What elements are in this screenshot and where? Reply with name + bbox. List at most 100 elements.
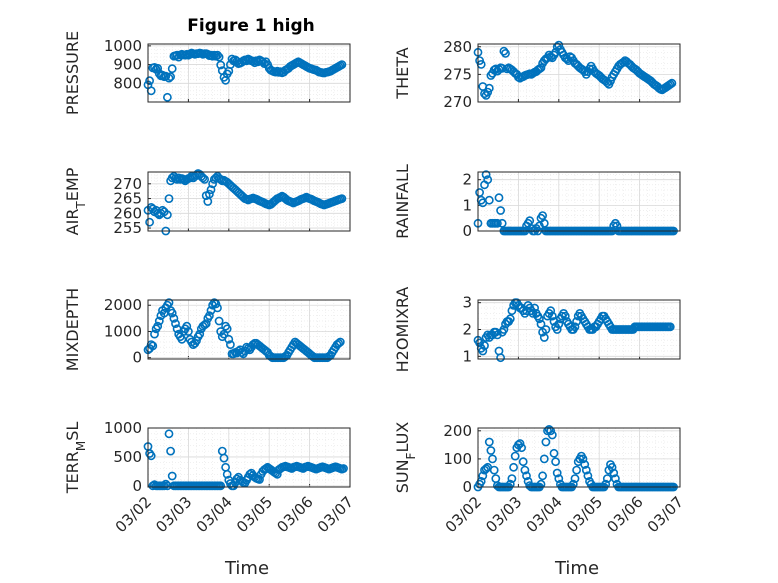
data-point	[552, 325, 562, 334]
x-tick-label: 03/05	[563, 493, 606, 536]
data-point	[222, 324, 232, 334]
data-point	[518, 457, 528, 467]
x-tick-label: 03/04	[523, 493, 566, 536]
y-tick-label: 0	[462, 222, 472, 240]
data-point	[568, 479, 578, 489]
subplot-8: 0 100 200 SUNFLUX 03/0203/0303/0403/0503/060…	[393, 422, 687, 579]
data-point	[334, 338, 344, 348]
axes-frame	[477, 171, 681, 232]
data-point	[538, 211, 547, 220]
xlabel: Time	[554, 558, 599, 579]
data-point	[224, 334, 234, 344]
data-point	[489, 465, 499, 475]
y-tick-label: 1000	[104, 419, 142, 437]
data-point	[204, 189, 214, 199]
data-point	[484, 437, 494, 447]
data-point	[520, 465, 530, 475]
data-point	[488, 454, 497, 464]
data-point	[337, 194, 347, 203]
data-point	[570, 474, 580, 483]
data-point	[171, 319, 180, 328]
data-point	[486, 446, 496, 455]
ylabel: PRESSURE	[63, 31, 82, 115]
data-point	[541, 325, 551, 334]
x-tick-label: 03/06	[273, 493, 316, 536]
data-point	[525, 216, 535, 226]
data-point	[510, 451, 520, 461]
data-point	[216, 60, 226, 70]
data-point	[499, 325, 509, 334]
data-point	[204, 311, 214, 321]
y-tick-label: 0	[132, 349, 142, 367]
data-point	[214, 52, 224, 62]
data-point	[522, 471, 531, 481]
data-point	[164, 73, 174, 83]
subplot-4: 0 1 2 RAINFALL	[393, 164, 681, 240]
data-point	[167, 471, 177, 481]
y-tick-label: 1000	[104, 322, 142, 340]
data-point	[182, 321, 192, 331]
ylabel: RAINFALL	[393, 164, 412, 239]
data-point	[337, 60, 347, 69]
axes-frame	[147, 299, 351, 360]
data-point	[581, 465, 591, 475]
x-tick-label: 03/07	[644, 493, 687, 536]
y-tick-label: 1	[462, 196, 472, 214]
data-point	[483, 175, 493, 185]
subplot-6: 1 2 3 H2OMIXRA	[393, 287, 681, 372]
y-tick-label: 2	[462, 321, 472, 339]
y-tick-label: 260	[113, 204, 142, 222]
data-point	[216, 481, 226, 491]
data-point	[169, 313, 179, 323]
y-tick-label: 800	[113, 74, 142, 92]
y-tick-label: 1	[462, 347, 472, 365]
data-point	[536, 319, 546, 329]
data-point	[539, 454, 549, 464]
data-point	[547, 430, 557, 440]
data-point	[539, 218, 549, 228]
data-point	[505, 314, 515, 324]
data-point	[478, 346, 488, 356]
y-tick-label: 0	[132, 477, 142, 495]
data-point	[552, 468, 562, 478]
data-point	[601, 479, 611, 489]
data-point	[164, 194, 174, 203]
data-point	[158, 205, 167, 215]
data-point	[535, 314, 544, 324]
data-point	[480, 341, 489, 350]
data-point	[213, 50, 222, 60]
data-point	[607, 462, 617, 472]
data-point	[150, 329, 159, 339]
data-point	[515, 439, 525, 448]
data-point	[517, 443, 526, 453]
data-point	[166, 72, 175, 82]
data-point	[219, 453, 229, 463]
data-point	[572, 465, 581, 475]
data-point	[206, 185, 216, 195]
x-tick-label: 03/03	[152, 493, 195, 536]
data-point	[547, 311, 557, 321]
data-point	[611, 474, 620, 483]
data-point	[154, 316, 164, 326]
data-point	[481, 170, 491, 179]
data-point	[225, 340, 235, 349]
y-tick-label: 280	[443, 38, 472, 56]
data-point	[161, 479, 171, 489]
data-point	[549, 448, 559, 458]
x-tick-label: 03/03	[482, 493, 525, 536]
y-tick-label: 275	[443, 65, 472, 83]
data-point	[148, 341, 158, 351]
data-point	[162, 210, 172, 220]
data-point	[198, 173, 208, 183]
y-tick-label: 270	[113, 175, 142, 193]
y-tick-label: 100	[443, 450, 472, 468]
x-tick-label: 03/07	[314, 493, 357, 536]
y-tick-label: 2000	[104, 296, 142, 314]
y-tick-label: 1000	[104, 37, 142, 55]
data-point	[183, 327, 193, 336]
data-point	[609, 468, 619, 478]
data-point	[580, 460, 590, 469]
